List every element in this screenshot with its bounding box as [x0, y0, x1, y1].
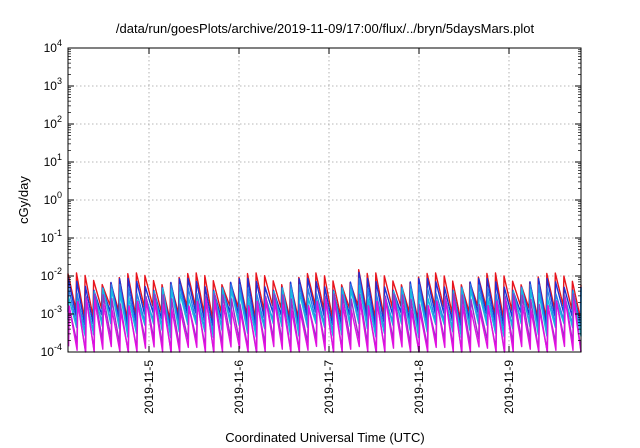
x-tick-label: 2019-11-9	[502, 360, 516, 414]
y-tick-label: 10-3	[41, 304, 62, 321]
x-axis-label: Coordinated Universal Time (UTC)	[225, 430, 424, 445]
x-tick-label: 2019-11-5	[142, 360, 156, 414]
y-tick-label: 10-1	[41, 228, 62, 245]
x-tick-label: 2019-11-7	[322, 360, 336, 414]
x-axis: 2019-11-5 2019-11-6 2019-11-7 2019-11-8 2019…	[142, 48, 516, 414]
y-tick-label: 10-2	[41, 266, 62, 283]
y-tick-label: 101	[44, 152, 62, 169]
y-tick-label: 102	[44, 114, 62, 131]
y-tick-label: 100	[44, 190, 62, 207]
y-tick-label: 103	[44, 76, 62, 93]
y-axis: 10-4 10-3 10-2 10-1 100 101 102 103 104	[41, 38, 581, 359]
y-tick-label: 10-4	[41, 342, 62, 359]
y-axis-label: cGy/day	[16, 176, 31, 224]
series-group	[67, 269, 582, 353]
x-tick-label: 2019-11-8	[412, 360, 426, 414]
y-tick-label: 104	[44, 38, 62, 55]
x-tick-label: 2019-11-6	[232, 360, 246, 414]
chart-title: /data/run/goesPlots/archive/2019-11-09/1…	[116, 21, 535, 36]
